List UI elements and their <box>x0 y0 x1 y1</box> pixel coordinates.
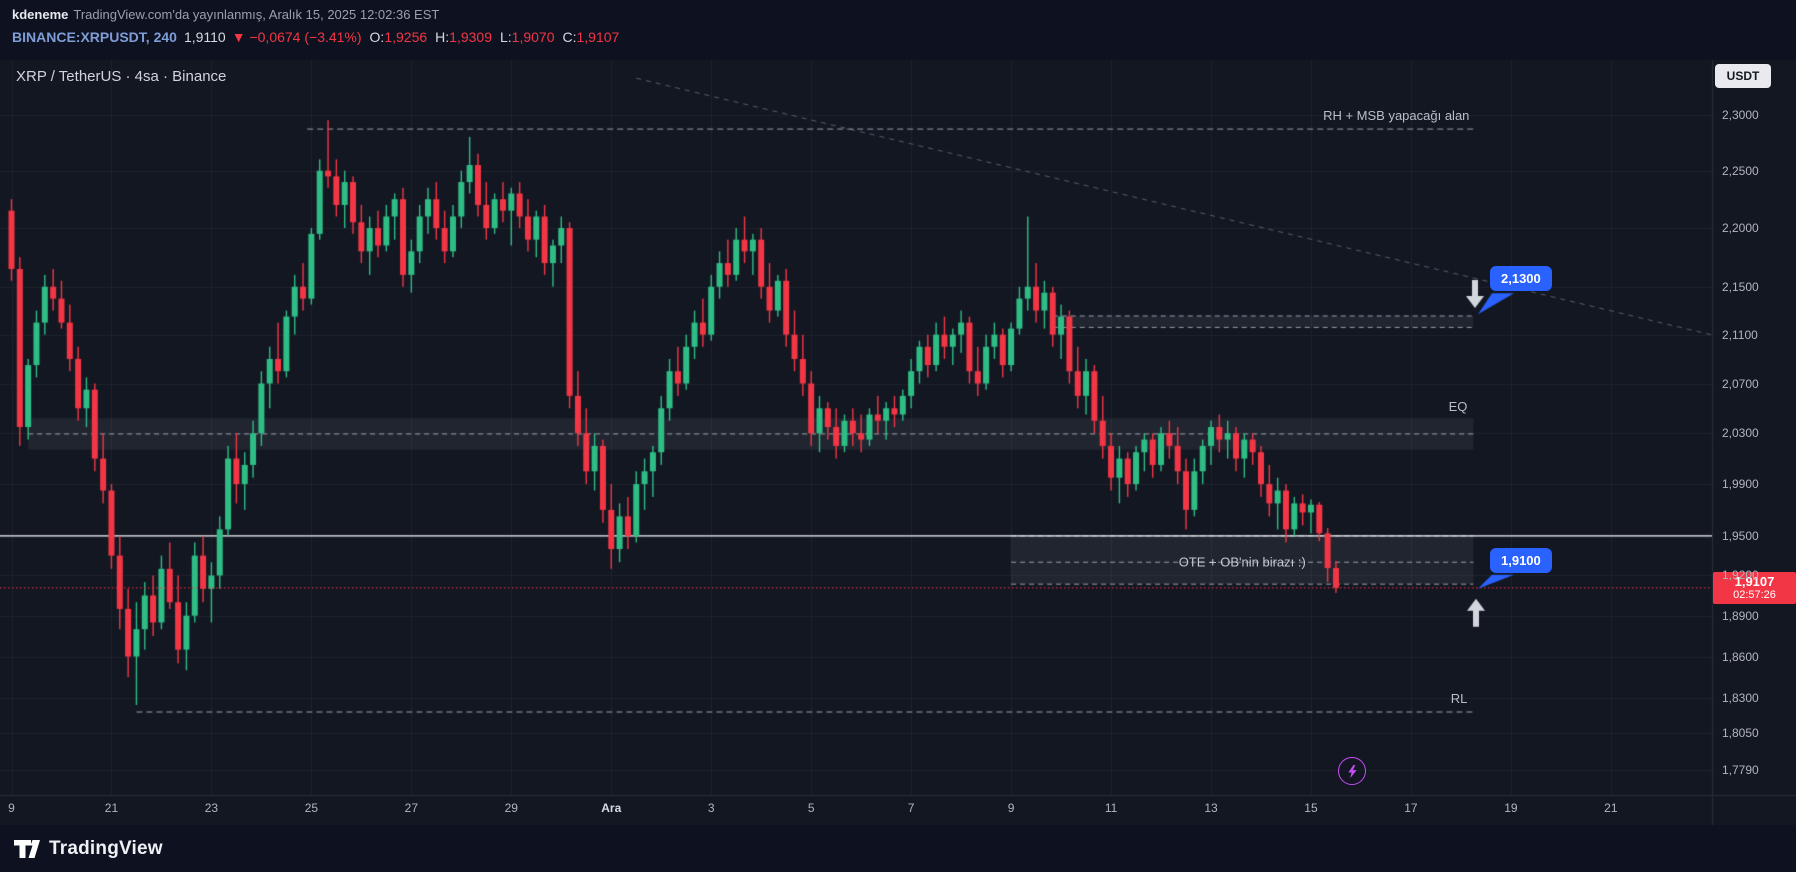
time-tick: 3 <box>707 801 715 815</box>
time-tick: 25 <box>304 801 319 815</box>
tradingview-logo-text[interactable]: TradingView <box>49 837 163 859</box>
close-value: 1,9107 <box>576 29 620 45</box>
price-tick: 1,8300 <box>1722 691 1759 705</box>
time-tick: 15 <box>1304 801 1318 815</box>
price-tick: 2,3000 <box>1722 107 1759 122</box>
price-tick: 2,2000 <box>1722 221 1759 236</box>
time-axis[interactable]: 9 21 23 25 27 29 Ara 3 5 7 9 11 13 15 17 19 21 <box>0 795 1712 825</box>
open-value: 1,9256 <box>384 29 428 45</box>
rh-msb-annotation: RH + MSB yapacağı alan <box>1323 108 1470 124</box>
price-tick: 2,1500 <box>1722 279 1759 294</box>
price-callout-2-1300: 2,1300 <box>1490 266 1552 292</box>
time-tick: 29 <box>504 801 518 815</box>
footer-bar: TradingView <box>0 825 1796 872</box>
lightning-bolt-icon <box>1347 764 1357 778</box>
price-tick: 1,8050 <box>1722 726 1759 741</box>
low-label: L: <box>499 29 512 45</box>
candle-countdown: 02:57:26 <box>1733 588 1776 601</box>
time-tick: 27 <box>404 801 419 815</box>
price-tick: 1,8900 <box>1722 608 1759 623</box>
time-tick: 21 <box>1604 801 1618 815</box>
ote-ob-annotation: OTE + OB'nin birazı :) <box>1178 554 1306 570</box>
time-tick: 7 <box>907 801 915 815</box>
time-tick: 9 <box>8 801 15 815</box>
chart-legend-title: XRP / TetherUS · 4sa · Binance <box>16 68 227 85</box>
last-price-text: 1,9107 <box>1734 573 1775 589</box>
time-tick: 17 <box>1404 801 1418 815</box>
price-tick: 2,0700 <box>1722 376 1759 391</box>
author-name: kdeneme <box>12 7 69 22</box>
time-tick: 23 <box>204 801 219 815</box>
price-axis[interactable]: 2,3000 2,2500 2,2000 2,1500 2,1100 2,0700 2,03… <box>1712 60 1796 795</box>
last-price-value: 1,9110 <box>183 29 226 45</box>
price-tick: 1,9500 <box>1722 528 1759 543</box>
open-label: O: <box>369 29 385 45</box>
publish-note: TradingView.com'da yayınlanmış, Aralık 1… <box>73 7 440 22</box>
price-tick: 2,0300 <box>1722 426 1759 441</box>
symbol-ohlc-row: BINANCE:XRPUSDT, 240 1,9110 ▼ −0,0674 (−3.… <box>12 25 1796 49</box>
price-change: ▼ −0,0674 (−3.41%) <box>231 29 362 45</box>
price-tick: 1,9900 <box>1722 477 1759 492</box>
attribution-bar: kdeneme TradingView.com'da yayınlanmış, A… <box>0 0 1796 60</box>
high-value: 1,9309 <box>449 29 492 45</box>
low-value: 1,9070 <box>511 29 555 45</box>
price-tick: 2,2500 <box>1722 163 1759 178</box>
price-tick: 1,7790 <box>1722 763 1759 778</box>
price-tick: 1,9200 <box>1722 568 1759 583</box>
rl-annotation: RL <box>1450 691 1468 706</box>
time-tick: 19 <box>1504 801 1518 815</box>
flash-icon[interactable] <box>1338 757 1366 785</box>
time-tick: 11 <box>1104 801 1118 815</box>
time-tick: Ara <box>601 801 622 815</box>
price-tick: 2,1100 <box>1722 327 1758 342</box>
price-tick: 1,8600 <box>1722 649 1759 664</box>
time-tick: 9 <box>1007 801 1015 815</box>
time-tick: 21 <box>104 801 119 815</box>
last-price-axis-label: 1,9107 02:57:26 <box>1713 571 1796 604</box>
close-label: C: <box>562 29 577 45</box>
time-tick: 13 <box>1204 801 1218 815</box>
symbol-name: BINANCE:XRPUSDT, 240 <box>12 29 177 45</box>
time-tick: 5 <box>807 801 815 815</box>
attribution-line: kdeneme TradingView.com'da yayınlanmış, A… <box>12 5 1796 25</box>
currency-toggle-button[interactable]: USDT <box>1715 64 1771 88</box>
eq-annotation: EQ <box>1448 399 1468 415</box>
price-callout-1-9100: 1,9100 <box>1490 547 1552 573</box>
tradingview-logo-icon[interactable] <box>14 839 40 858</box>
high-label: H: <box>435 29 450 45</box>
